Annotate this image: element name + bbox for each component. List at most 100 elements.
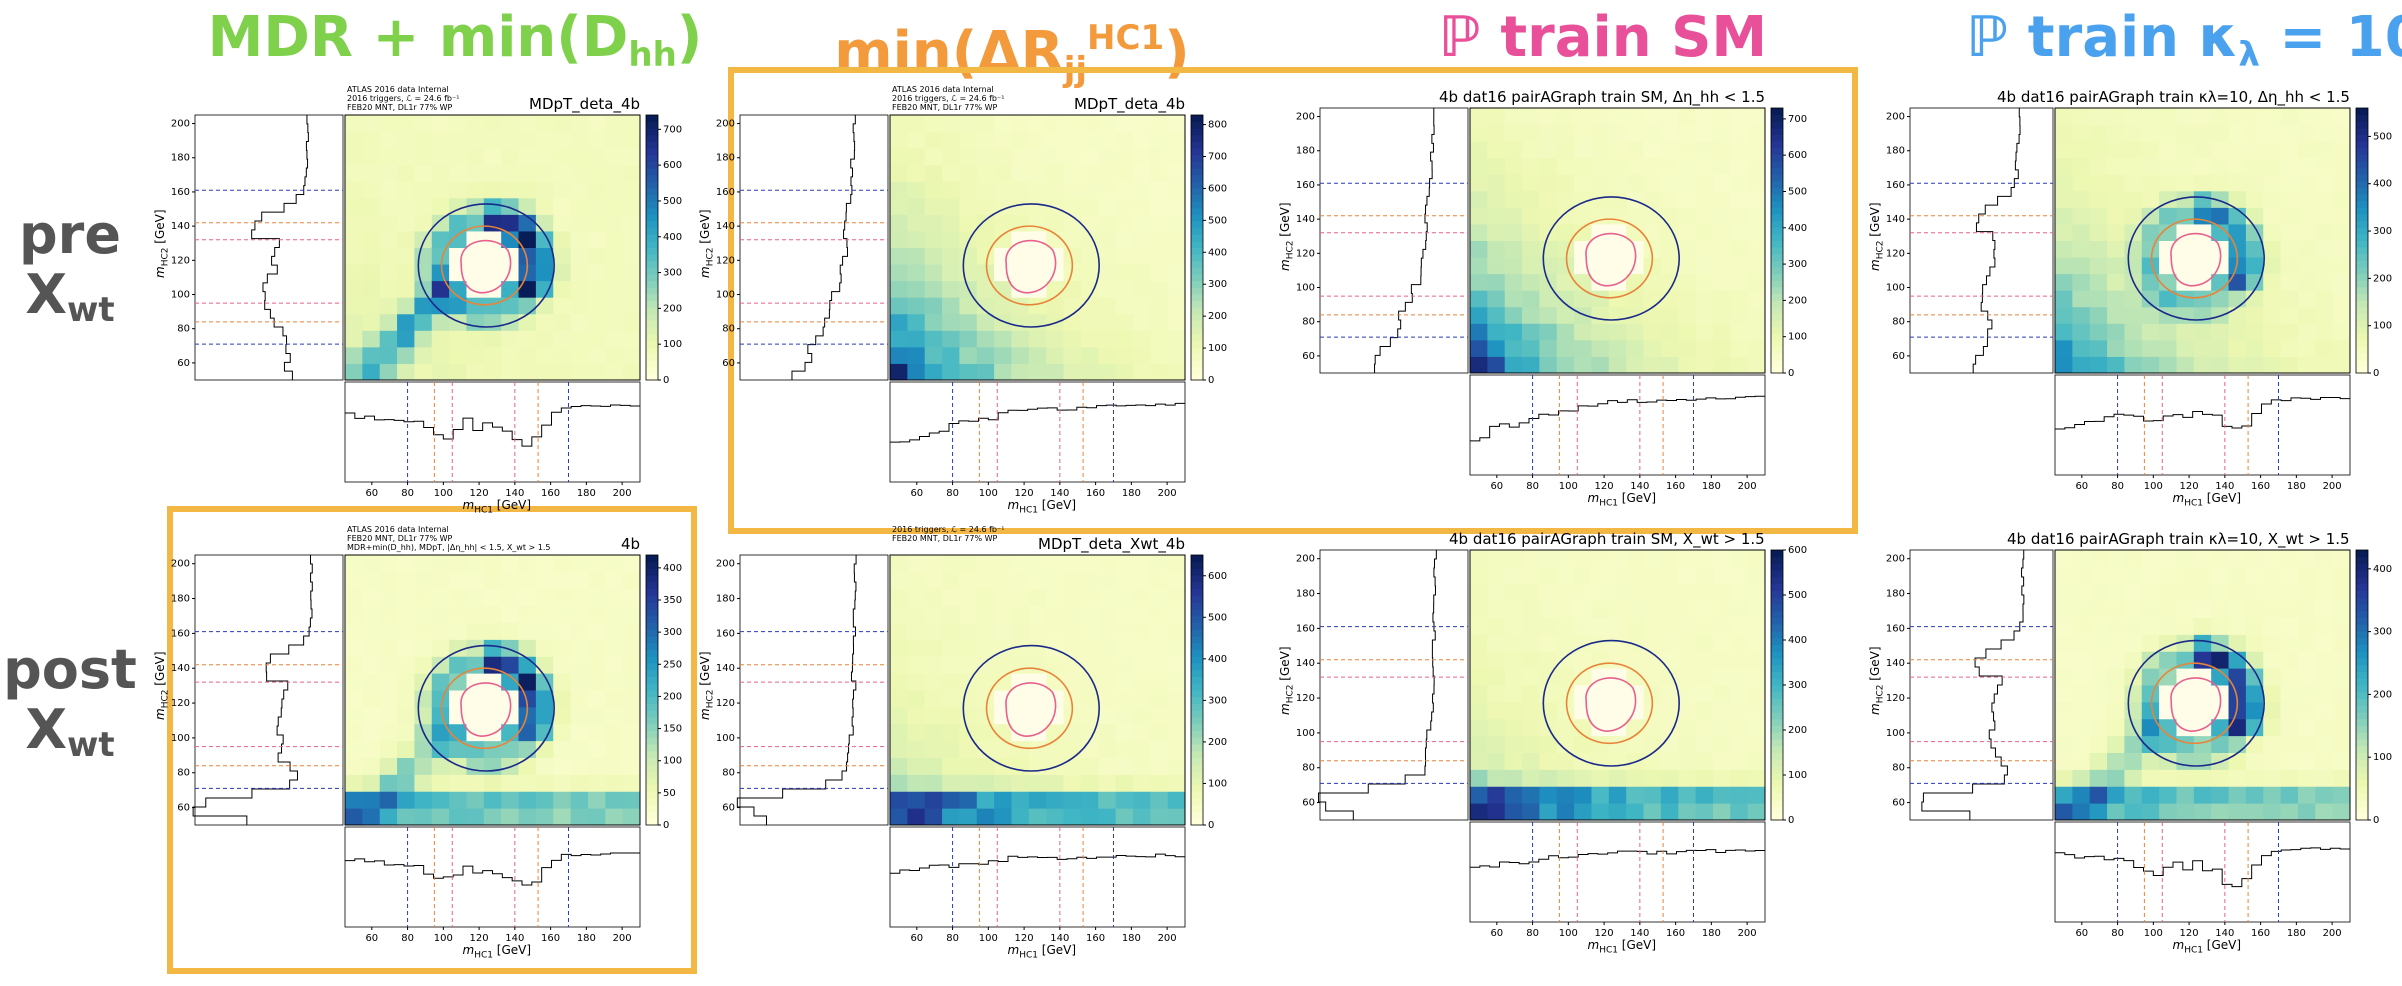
- heatmap-cell: [1712, 356, 1731, 374]
- colorbar-segment: [1771, 260, 1783, 268]
- heatmap-cell: [570, 313, 589, 331]
- heatmap-cell: [2072, 273, 2091, 291]
- heatmap-cell: [1608, 257, 1627, 275]
- heatmap-cell: [379, 197, 398, 215]
- heatmap-cell: [431, 181, 450, 199]
- column-title-train-sm: ℙ train SM: [1439, 6, 1767, 70]
- atlas-label-line: FEB20 MNT, DL1r 77% WP: [892, 103, 998, 112]
- heatmap-cell: [535, 313, 554, 331]
- heatmap-cell: [2141, 803, 2160, 821]
- heatmap-cell: [2332, 617, 2351, 635]
- heatmap-cell: [2072, 323, 2091, 341]
- heatmap-cell: [1150, 280, 1169, 298]
- heatmap-cell: [2055, 550, 2073, 568]
- heatmap-cell: [1470, 306, 1488, 324]
- colorbar-segment: [2356, 759, 2368, 767]
- heatmap-cell: [1556, 356, 1575, 374]
- heatmap-cell: [535, 164, 554, 182]
- heatmap-cell: [379, 164, 398, 182]
- heatmap-cell: [1132, 264, 1151, 282]
- heatmap-cell: [1539, 108, 1558, 126]
- highlight-box-top: [728, 67, 1858, 534]
- heatmap-cell: [2055, 223, 2073, 241]
- heatmap-cell: [1695, 174, 1714, 192]
- colorbar-segment: [2356, 705, 2368, 713]
- heatmap-cell: [2055, 174, 2073, 192]
- heatmap-cell: [466, 131, 485, 149]
- heatmap-cell: [2211, 735, 2230, 753]
- heatmap-cell: [1063, 230, 1082, 248]
- heatmap-cell: [2211, 566, 2230, 585]
- heatmap-cell: [431, 264, 450, 282]
- heatmap-cell: [379, 247, 398, 265]
- heatmap-cell: [1626, 339, 1645, 357]
- heatmap-cell: [2332, 803, 2351, 821]
- heatmap-cell: [466, 148, 485, 166]
- heatmap-cell: [2263, 566, 2282, 585]
- heatmap-cell: [2072, 701, 2091, 720]
- heatmap-cell: [587, 247, 606, 265]
- heatmap-cell: [535, 363, 554, 381]
- heatmap-cell: [379, 214, 398, 232]
- heatmap-cell: [449, 230, 467, 248]
- heatmap-cell: [535, 247, 554, 265]
- heatmap-cell: [1080, 247, 1099, 265]
- heatmap-cell: [1539, 356, 1558, 374]
- heatmap-cell: [518, 115, 537, 133]
- colorbar-segment: [1771, 286, 1783, 294]
- colorbar-segment: [1191, 227, 1203, 235]
- heatmap-cell: [414, 181, 433, 199]
- heatmap-cell: [1712, 141, 1731, 159]
- heatmap-cell: [397, 346, 415, 364]
- heatmap-cell: [2141, 786, 2160, 804]
- colorbar-tick-label: 400: [1208, 247, 1227, 258]
- heatmap-cell: [431, 346, 450, 364]
- heatmap-cell: [2176, 583, 2195, 602]
- heatmap-cell: [1080, 115, 1099, 133]
- heatmap-cell: [1167, 115, 1186, 133]
- column-title-text: MDR + min(D: [207, 5, 629, 70]
- heatmap-cell: [2141, 685, 2160, 703]
- heatmap-cell: [2280, 651, 2299, 669]
- colorbar-segment: [1771, 180, 1783, 188]
- heatmap-cell: [1115, 181, 1134, 199]
- heatmap-cell: [1591, 190, 1610, 208]
- colorbar-tick-label: 200: [2373, 689, 2392, 700]
- colorbar-segment: [1191, 280, 1203, 288]
- heatmap-cell: [2211, 651, 2230, 669]
- colorbar-segment: [1771, 273, 1783, 281]
- heatmap-cell: [1712, 108, 1731, 126]
- heatmap-cell: [1712, 273, 1731, 291]
- heatmap-cell: [2072, 566, 2091, 585]
- heatmap-cell: [2072, 718, 2091, 737]
- heatmap-cell: [535, 264, 554, 282]
- heatmap-cell: [1132, 297, 1151, 315]
- heatmap-cell: [379, 363, 398, 381]
- heatmap-cell: [2263, 769, 2282, 787]
- heatmap-cell: [2055, 600, 2073, 618]
- heatmap-cell: [2297, 752, 2316, 770]
- heatmap-cell: [2159, 617, 2177, 635]
- heatmap-cell: [1695, 356, 1714, 374]
- heatmap-cell: [924, 330, 943, 348]
- heatmap-cell: [1167, 148, 1186, 166]
- heatmap-cell: [1504, 290, 1523, 308]
- heatmap-cell: [605, 247, 624, 265]
- heatmap-cell: [959, 330, 978, 348]
- heatmap-cell: [2263, 718, 2282, 737]
- colorbar-segment: [2356, 739, 2368, 747]
- heatmap-cell: [1678, 157, 1697, 175]
- heatmap-cell: [431, 197, 450, 215]
- heatmap-cell: [2055, 190, 2073, 208]
- heatmap-cell: [2228, 617, 2247, 635]
- heatmap-cell: [1080, 297, 1099, 315]
- colorbar-segment: [1191, 254, 1203, 262]
- colorbar-segment: [2356, 658, 2368, 666]
- colorbar-segment: [2356, 712, 2368, 720]
- colorbar-segment: [1191, 313, 1203, 321]
- heatmap-cell: [2297, 685, 2316, 703]
- heatmap-cell: [1522, 124, 1540, 142]
- heatmap-cell: [2107, 566, 2125, 585]
- colorbar-segment: [1771, 247, 1783, 255]
- heatmap-cell: [2055, 718, 2073, 737]
